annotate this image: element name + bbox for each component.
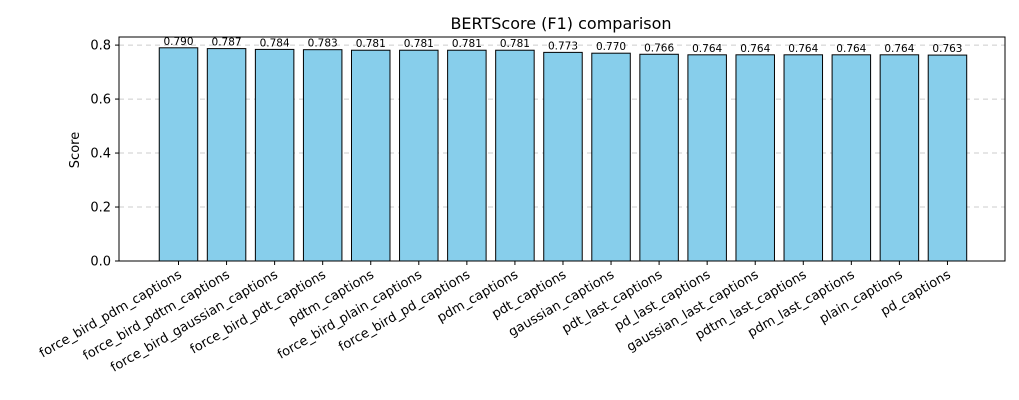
- bar-value-label: 0.764: [692, 43, 722, 55]
- bar-value-label: 0.787: [212, 37, 242, 49]
- y-axis-label: Score: [68, 132, 83, 168]
- bar: [158, 47, 199, 262]
- bar: [831, 54, 872, 262]
- bar-value-label: 0.764: [884, 43, 914, 55]
- bar: [206, 48, 247, 262]
- bar: [927, 54, 968, 262]
- x-axis-ticks: force_bird_pdm_captionsforce_bird_pdtm_c…: [37, 261, 954, 376]
- bar-value-label: 0.764: [836, 43, 866, 55]
- y-axis-ticks: 0.0 0.2 0.4 0.6 0.8: [90, 39, 119, 270]
- chart-title: BERTScore (F1) comparison: [450, 14, 671, 33]
- bar: [639, 53, 679, 262]
- bar-value-label: 0.781: [356, 38, 386, 50]
- bar-value-label: 0.784: [260, 37, 290, 49]
- bar: [783, 54, 824, 262]
- y-tick-label: 0.2: [90, 201, 111, 216]
- bar-value-label: 0.773: [548, 40, 578, 52]
- bar-value-label: 0.781: [452, 38, 482, 50]
- bar-value-label: 0.764: [788, 43, 818, 55]
- plot-frame: [118, 36, 1006, 262]
- y-tick-label: 0.0: [90, 255, 111, 270]
- bar-value-label: 0.790: [163, 36, 193, 48]
- y-tick-label: 0.4: [90, 147, 111, 162]
- bar-value-label: 0.781: [500, 38, 530, 50]
- y-tick-label: 0.8: [90, 39, 111, 54]
- bar-value-label: 0.766: [644, 42, 674, 54]
- y-tick-label: 0.6: [90, 93, 111, 108]
- bar: [254, 48, 295, 262]
- bar: [591, 52, 631, 262]
- bar: [687, 54, 727, 262]
- bar: [302, 49, 343, 262]
- bar-value-label: 0.783: [308, 38, 338, 50]
- bar: [350, 49, 391, 262]
- bar: [399, 49, 439, 262]
- bar: [879, 54, 920, 262]
- x-tick-label: plain_captions: [817, 267, 905, 327]
- bar: [495, 49, 535, 262]
- bar: [543, 51, 583, 262]
- bar: [447, 49, 487, 262]
- bar: [735, 54, 775, 262]
- value-labels: 0.790 0.787 0.784 0.783 0.781 0.781 0.781 0.781…: [163, 36, 962, 55]
- x-tick-label: pdm_captions: [435, 267, 521, 325]
- bar-value-label: 0.770: [596, 41, 626, 53]
- bar-value-label: 0.763: [932, 43, 962, 55]
- bar-value-label: 0.764: [740, 43, 770, 55]
- bar-value-label: 0.781: [404, 38, 434, 50]
- bars: [158, 47, 968, 262]
